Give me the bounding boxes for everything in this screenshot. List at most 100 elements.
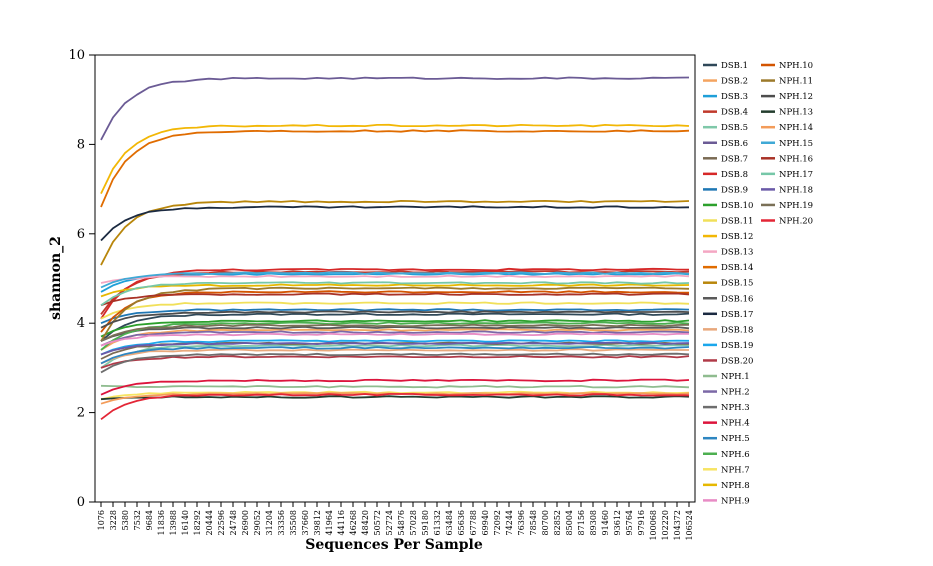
x-tick-label: 22596 [217,510,226,535]
legend-entry: NPH.7 [703,465,750,475]
legend-entry: DSB.1 [703,61,748,71]
legend-entry: NPH.15 [761,139,813,149]
x-tick-label: 82852 [553,510,562,535]
x-tick-label: 57028 [409,510,418,535]
legend-entry: DSB.9 [703,185,748,195]
x-tick-label: 39812 [313,510,322,535]
series-line-dsb-9 [100,308,690,325]
legend-entry: NPH.17 [761,170,813,180]
legend-entry: DSB.6 [703,139,748,149]
legend-entry: DSB.11 [703,217,753,227]
legend-entry: DSB.17 [703,310,753,320]
x-tick-label: 67788 [469,510,478,535]
legend-label: NPH.10 [779,61,813,71]
x-tick-label: 72092 [493,510,502,535]
series-line-dsb-12 [100,123,690,194]
x-tick-label: 35508 [289,510,298,535]
legend-label: NPH.4 [721,419,750,429]
series-line-dsb-8 [100,267,690,320]
legend-entry: DSB.15 [703,279,753,289]
legend-label: DSB.20 [721,356,753,366]
series-line-dsb-20 [100,355,690,369]
legend-label: NPH.20 [779,217,813,227]
legend-entry: DSB.5 [703,123,748,133]
legend-entry: NPH.14 [761,123,813,133]
legend-entry: NPH.8 [703,481,750,491]
x-axis-title: Sequences Per Sample [305,537,483,553]
series-line-dsb-2 [100,328,690,351]
series-line-nph-12 [100,310,690,329]
x-tick-label: 104372 [673,510,682,541]
y-tick-label: 4 [77,316,85,331]
x-tick-label: 78548 [529,510,538,535]
x-tick-label: 31204 [265,510,274,535]
legend-label: NPH.15 [779,139,813,149]
legend-entry: DSB.7 [703,154,748,164]
legend-label: NPH.14 [779,123,813,133]
x-tick-label: 9684 [145,510,154,530]
legend-entry: NPH.1 [703,372,750,382]
y-tick-label: 6 [77,227,85,242]
legend-label: DSB.7 [721,154,748,164]
x-tick-label: 85004 [565,510,574,535]
x-tick-label: 13988 [169,510,178,535]
legend-entry: NPH.18 [761,185,813,195]
legend-label: DSB.8 [721,170,748,180]
x-tick-label: 93612 [613,510,622,535]
series-line-dsb-1 [100,312,690,342]
series-line-dsb-17 [100,205,690,242]
series-line-nph-15 [100,271,690,289]
series-line-nph-2 [100,330,690,347]
y-tick-label: 0 [77,495,85,510]
legend-label: NPH.17 [779,170,813,180]
x-tick-label: 69940 [481,510,490,535]
legend-entry: DSB.16 [703,294,753,304]
series-line-dsb-5 [100,343,690,369]
x-tick-label: 20444 [205,510,214,535]
series-line-nph-7 [100,390,690,401]
legend-label: NPH.13 [779,108,813,118]
x-tick-label: 29052 [253,510,262,535]
axes: 0 2 4 6 8 10 1076 3228 5380 7532 9684 11836 13988 161… [68,48,696,541]
x-tick-label: 11836 [157,510,166,535]
legend-entry: NPH.11 [761,77,813,87]
x-tick-label: 1076 [97,510,106,530]
x-tick-label: 46268 [349,510,358,535]
series-line-nph-4 [100,378,690,396]
x-tick-label: 80700 [541,510,550,535]
legend-entry: DSB.12 [703,232,753,242]
legend-label: DSB.16 [721,294,753,304]
x-tick-label: 24748 [229,510,238,535]
x-tick-label: 18292 [193,510,202,535]
x-tick-label: 95764 [625,510,634,535]
series-line-dsb-10 [100,319,690,338]
series-line-nph-1 [100,384,690,389]
series-line-nph-20 [100,393,689,421]
series-line-nph-11 [100,286,690,342]
legend-label: DSB.1 [721,61,748,71]
series-line-nph-3 [100,352,690,374]
legend-entry: DSB.18 [703,325,753,335]
legend-entry: NPH.5 [703,434,750,444]
legend-entry: NPH.4 [703,419,750,429]
legend-label: DSB.10 [721,201,753,211]
legend-entry: DSB.3 [703,92,748,102]
series-line-dsb-14 [100,129,690,208]
x-tick-label: 102220 [661,510,670,541]
legend-label: DSB.5 [721,123,748,133]
x-tick-label: 59180 [421,510,430,535]
legend: DSB.1 DSB.2 DSB.3 DSB.4 DSB.5 DSB.6 DSB.7 DSB.8… [703,61,813,506]
series-line-dsb-19 [100,339,690,356]
legend-entry: NPH.20 [761,217,813,227]
plot-area [100,76,690,421]
legend-label: NPH.16 [779,154,813,164]
x-tick-label: 87156 [577,510,586,535]
legend-label: NPH.8 [721,481,750,491]
x-tick-label: 106524 [685,510,694,541]
legend-label: NPH.19 [779,201,813,211]
legend-label: NPH.6 [721,450,750,460]
series-line-nph-18 [100,341,690,356]
legend-entry: DSB.19 [703,341,753,351]
x-tick-label: 33356 [277,510,286,535]
